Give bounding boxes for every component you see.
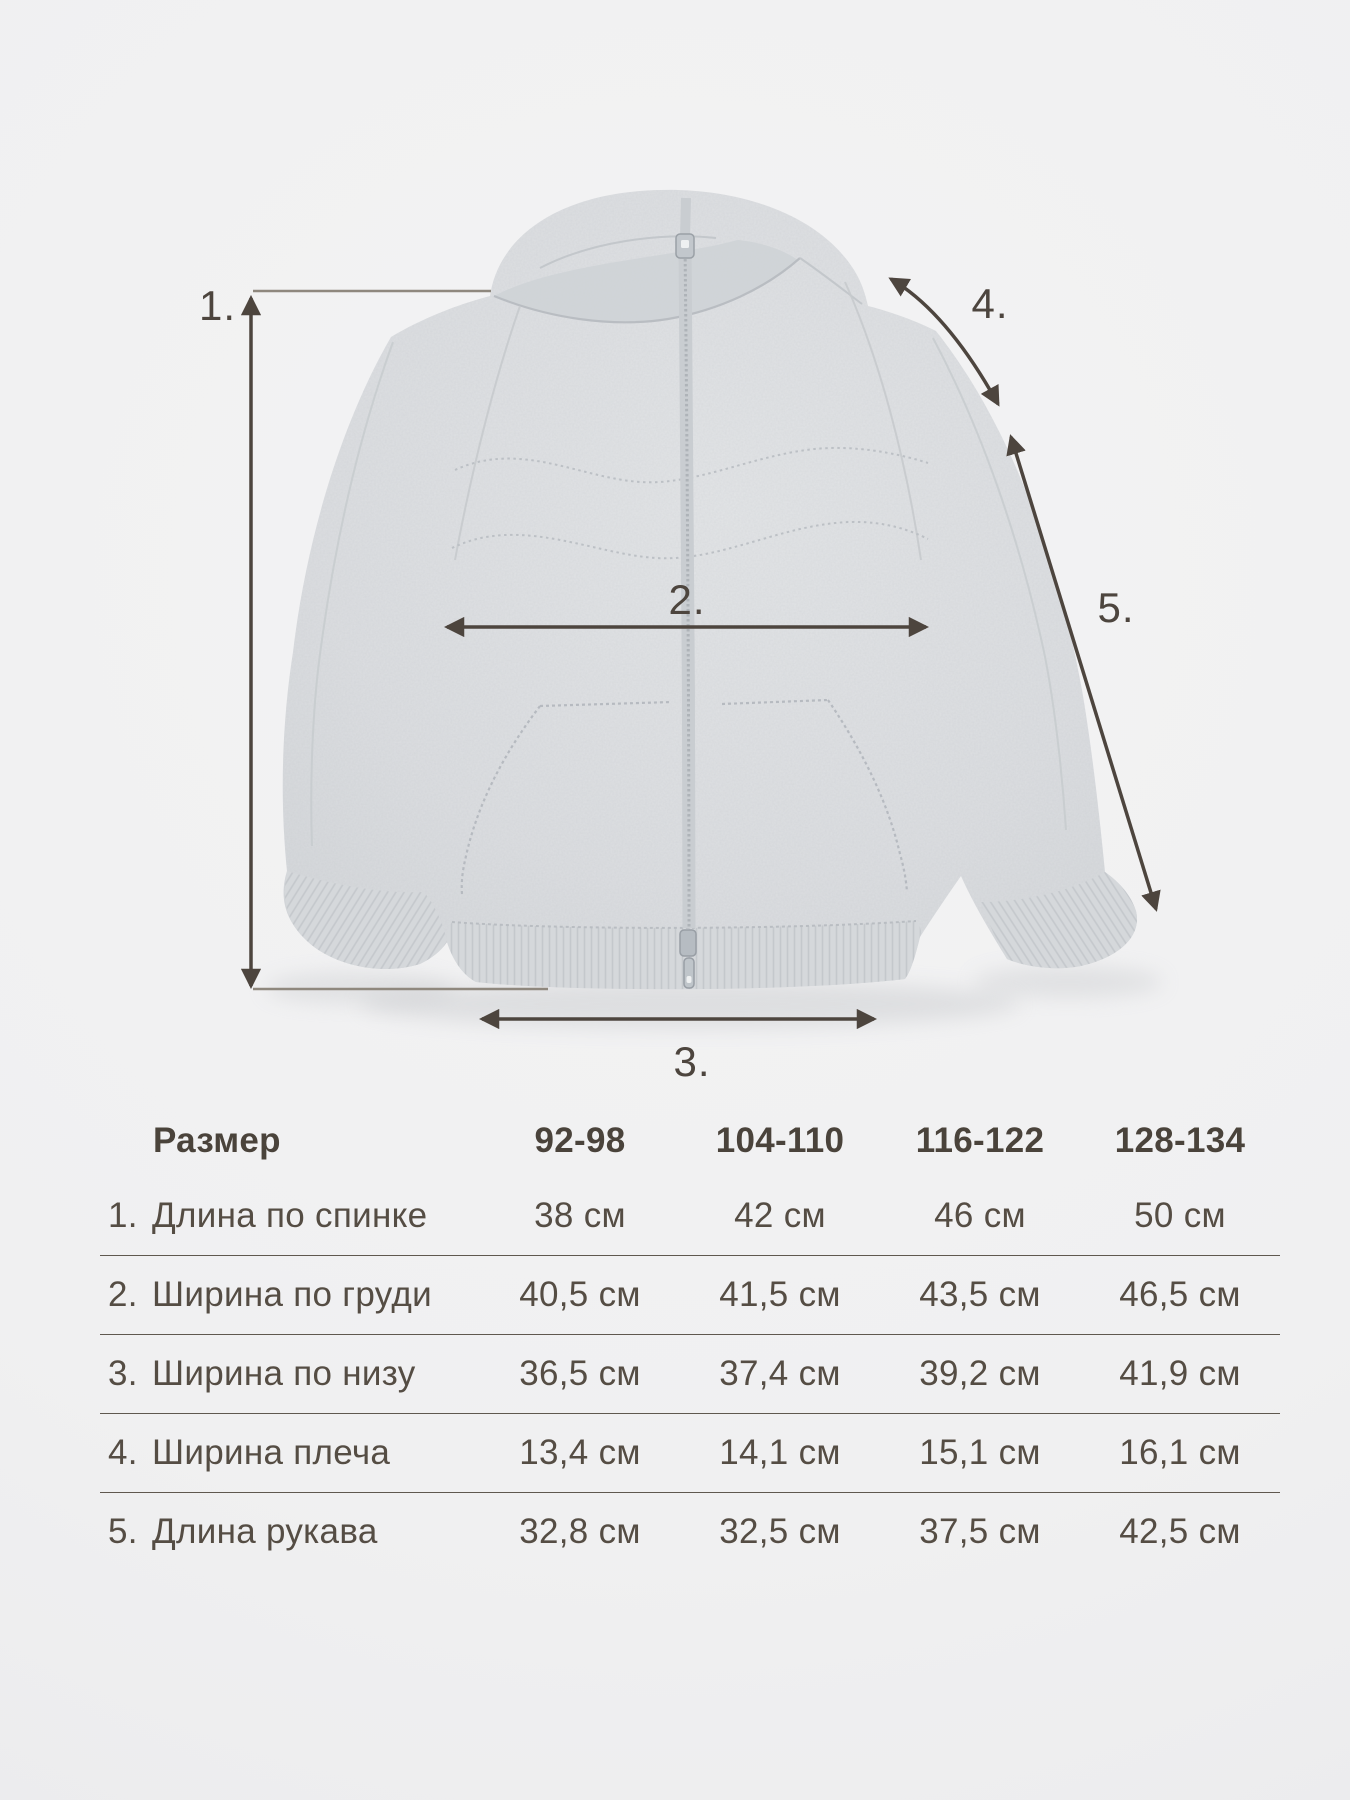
measure-label-1: 1. (199, 282, 236, 329)
size-table: Размер 92-98 104-110 116-122 128-134 1. … (100, 1105, 1280, 1571)
value-cell: 43,5 см (880, 1255, 1080, 1334)
value-cell: 41,9 см (1080, 1334, 1280, 1413)
value-cell: 46,5 см (1080, 1255, 1280, 1334)
value-cell: 50 см (1134, 1196, 1226, 1235)
row-name: Ширина по груди (152, 1275, 432, 1314)
hoodie-illustration (282, 189, 1138, 990)
value-cell: 46 см (934, 1196, 1026, 1235)
zipper-slider-top (675, 233, 695, 259)
measure-arrow-4 (888, 277, 1000, 407)
zipper (675, 197, 697, 989)
row-label: 3. Ширина по низу (100, 1334, 480, 1413)
row-number: 3. (108, 1354, 138, 1393)
value-cell: 41,5 см (680, 1255, 880, 1334)
measurement-labels: 1. 2. 3. 4. 5. (199, 280, 1134, 1085)
value-cell: 16,1 см (1080, 1413, 1280, 1492)
row-number: 2. (108, 1275, 138, 1314)
value-cell: 37,4 см (680, 1334, 880, 1413)
hem-top-seam (451, 920, 917, 929)
raglan-seam-right (844, 281, 922, 561)
measure-label-3: 3. (673, 1038, 710, 1085)
value-cell: 37,5 см (880, 1492, 1080, 1571)
zipper-slider-bottom (679, 929, 697, 989)
measure-label-2: 2. (668, 576, 705, 623)
measure-label-4: 4. (971, 280, 1008, 327)
value-cell: 38 см (534, 1196, 626, 1235)
size-header-label: Размер (153, 1121, 281, 1160)
row-name: Длина рукава (152, 1512, 378, 1551)
hood-fold-seam (539, 235, 717, 269)
measure-arrow-5 (1006, 434, 1161, 912)
hood-opening-seam (493, 257, 801, 324)
value-cell: 42,5 см (1080, 1492, 1280, 1571)
row-name: Длина по спинке (152, 1196, 428, 1235)
value-cell: 32,5 см (680, 1492, 880, 1571)
value-cell: 40,5 см (480, 1255, 680, 1334)
value-cell: 15,1 см (880, 1413, 1080, 1492)
row-label: 5. Длина рукава (100, 1492, 480, 1571)
hood-right-fold (799, 257, 863, 305)
chest-seam-lower (451, 520, 929, 560)
value-cell: 39,2 см (880, 1334, 1080, 1413)
size-column-116-122: 116-122 (915, 1121, 1045, 1160)
size-column-128-134: 128-134 (1114, 1121, 1246, 1160)
size-column-104-110: 104-110 (715, 1121, 845, 1160)
left-cuff (284, 871, 447, 969)
row-name: Ширина по низу (152, 1354, 416, 1393)
row-number: 4. (108, 1433, 138, 1472)
row-name: Ширина плеча (152, 1433, 391, 1472)
hoodie-measurement-figure: 1. 2. 3. 4. 5. (199, 189, 1163, 1085)
row-label: 4. Ширина плеча (100, 1413, 480, 1492)
row-number: 1. (108, 1196, 138, 1235)
value-cell: 36,5 см (480, 1334, 680, 1413)
pocket-seam-right (721, 698, 909, 893)
sleeve-seam-left (310, 341, 394, 847)
measurement-arrows (240, 277, 1161, 1030)
measurement-guides (253, 289, 548, 991)
value-cell: 13,4 см (480, 1413, 680, 1492)
raglan-seam-left (454, 305, 521, 561)
value-cell: 32,8 см (480, 1492, 680, 1571)
size-column-92-98: 92-98 (534, 1121, 626, 1160)
row-number: 5. (108, 1512, 138, 1551)
row-label: 2. Ширина по груди (100, 1255, 480, 1334)
zipper-teeth (683, 243, 691, 929)
measure-label-5: 5. (1097, 584, 1134, 631)
heather-texture (282, 189, 1138, 990)
hood-inner-shade (494, 240, 798, 323)
pocket-seam-left (460, 700, 673, 895)
value-cell: 42 см (734, 1196, 826, 1235)
value-cell: 14,1 см (680, 1413, 880, 1492)
row-label: 1. Длина по спинке (100, 1177, 480, 1255)
